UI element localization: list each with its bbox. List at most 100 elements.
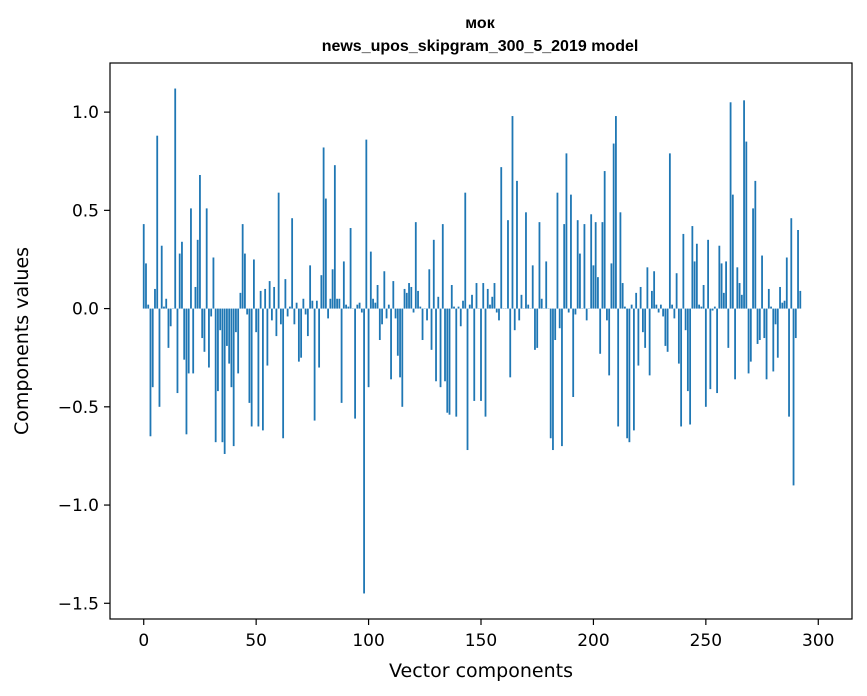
bar-287	[788, 309, 790, 417]
bar-273	[757, 309, 759, 344]
bar-236	[673, 309, 675, 319]
bar-215	[626, 309, 628, 439]
bar-48	[251, 309, 253, 427]
bar-108	[386, 309, 388, 319]
bar-151	[482, 283, 484, 309]
bar-134	[444, 309, 446, 382]
bar-202	[597, 277, 599, 308]
bar-38	[228, 309, 230, 364]
bar-95	[356, 305, 358, 309]
bar-141	[460, 309, 462, 327]
bar-23	[195, 287, 197, 309]
bar-156	[494, 283, 496, 309]
bar-242	[687, 309, 689, 392]
bar-171	[527, 305, 529, 309]
bar-76	[314, 309, 316, 421]
bar-179	[545, 261, 547, 308]
bar-284	[781, 303, 783, 309]
x-tick-label: 250	[690, 631, 722, 651]
bar-74	[309, 265, 311, 308]
bar-98	[363, 309, 365, 594]
bar-237	[676, 273, 678, 308]
bar-10	[165, 299, 167, 309]
bar-70	[300, 309, 302, 358]
bar-184	[557, 193, 559, 309]
bar-269	[748, 309, 750, 374]
bar-292	[799, 291, 801, 309]
bar-15	[177, 309, 179, 393]
bar-115	[401, 309, 403, 407]
bar-118	[408, 283, 410, 309]
bar-252	[709, 309, 711, 390]
bar-62	[282, 309, 284, 439]
bar-130	[435, 309, 437, 382]
bar-72	[305, 309, 307, 315]
bar-122	[417, 291, 419, 309]
bar-112	[395, 309, 397, 319]
bar-24	[197, 240, 199, 309]
y-tick-label: −1.5	[58, 594, 99, 614]
bar-119	[410, 287, 412, 309]
bar-47	[249, 309, 251, 403]
bar-101	[370, 252, 372, 309]
bar-282	[777, 309, 779, 358]
bar-243	[689, 309, 691, 425]
bar-106	[381, 309, 383, 325]
bar-111	[392, 281, 394, 309]
bar-33	[217, 309, 219, 392]
bar-88	[341, 309, 343, 403]
bar-105	[379, 309, 381, 340]
bar-40	[233, 309, 235, 447]
bar-91	[347, 307, 349, 309]
bar-283	[779, 287, 781, 309]
bar-186	[561, 309, 563, 447]
bar-27	[204, 309, 206, 352]
y-tick-label: −0.5	[58, 398, 99, 418]
bar-32	[215, 309, 217, 443]
bar-189	[568, 309, 570, 313]
bar-210	[615, 116, 617, 309]
bar-220	[637, 309, 639, 366]
bar-49	[253, 259, 255, 308]
bar-65	[289, 307, 291, 309]
bar-94	[354, 309, 356, 419]
bar-39	[231, 309, 233, 388]
bar-42	[237, 309, 239, 374]
bar-264	[736, 267, 738, 308]
bar-59	[275, 309, 277, 337]
bar-131	[437, 297, 439, 309]
bar-61	[280, 309, 282, 325]
bar-121	[415, 222, 417, 308]
bar-157	[496, 309, 498, 313]
bar-135	[446, 309, 448, 413]
bar-114	[399, 309, 401, 378]
bar-229	[658, 309, 660, 313]
bar-41	[235, 309, 237, 333]
bar-191	[572, 309, 574, 397]
bar-244	[691, 226, 693, 309]
bar-73	[307, 309, 309, 337]
bar-56	[269, 281, 271, 309]
bar-280	[772, 309, 774, 372]
bar-254	[714, 307, 716, 309]
bar-212	[620, 212, 622, 308]
bar-167	[518, 309, 520, 321]
bar-261	[730, 102, 732, 308]
bar-185	[559, 309, 561, 329]
bar-44	[242, 224, 244, 308]
bar-289	[793, 309, 795, 486]
bar-196	[584, 224, 586, 308]
bar-193	[577, 220, 579, 308]
bar-140	[458, 307, 460, 309]
bar-36	[224, 309, 226, 454]
bar-16	[179, 254, 181, 309]
bar-5	[154, 289, 156, 309]
bar-276	[763, 309, 765, 338]
bar-96	[359, 303, 361, 309]
bar-46	[246, 309, 248, 315]
x-tick-label: 300	[802, 631, 834, 651]
bar-241	[685, 309, 687, 331]
x-tick-label: 0	[138, 631, 149, 651]
bar-154	[489, 305, 491, 309]
bar-55	[266, 309, 268, 366]
